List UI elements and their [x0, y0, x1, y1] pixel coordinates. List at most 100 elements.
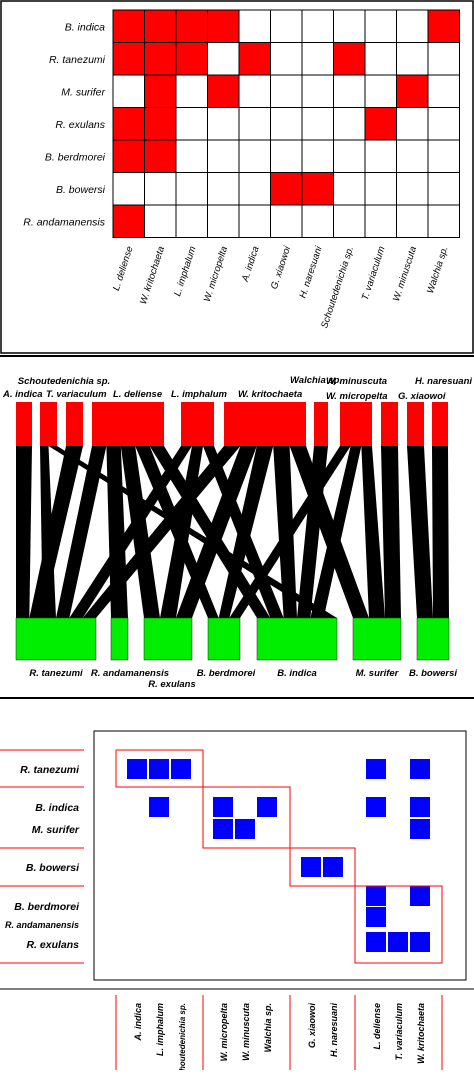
mite-label: W. micropelta	[326, 391, 388, 402]
matrix-cell	[238, 172, 271, 206]
column-label: G. xiaowoi	[269, 244, 293, 290]
matrix-cell	[175, 172, 208, 206]
column-label: H. naresuani	[329, 1003, 339, 1058]
row-label: B. berdmorei	[14, 901, 80, 913]
host-label: B. berdmorei	[197, 668, 256, 679]
matrix-cell	[207, 139, 240, 173]
matrix-cell	[427, 204, 460, 238]
matrix-cell	[144, 74, 177, 108]
row-label: R. exulans	[55, 119, 105, 131]
matrix-cell	[301, 42, 334, 76]
matrix-cell	[333, 9, 366, 43]
matrix-cell	[333, 139, 366, 173]
row-label: R. andamanensis	[23, 216, 105, 228]
module-cell	[300, 856, 322, 878]
row-label: B. bowersi	[56, 184, 106, 196]
panel-a: B. indica R. tanezumi M. surifer R. exulans…	[0, 0, 474, 355]
module-cell	[409, 885, 431, 907]
mite-node	[224, 402, 306, 446]
mite-node	[381, 402, 398, 446]
module-cell	[409, 818, 431, 840]
matrix-cell	[301, 204, 334, 238]
matrix-cell	[238, 42, 271, 76]
matrix-cell	[175, 74, 208, 108]
row-label: R. tanezumi	[20, 764, 80, 776]
column-label: L. imphalum	[155, 1003, 165, 1056]
matrix-cell	[396, 9, 429, 43]
matrix-cell	[364, 107, 397, 141]
column-label: L. deliense	[111, 245, 136, 292]
matrix-cell	[238, 74, 271, 108]
matrix-cell	[207, 42, 240, 76]
matrix-cell	[364, 42, 397, 76]
panel-b-network: Schoutedenichia sp. A. indica T. variaculu…	[2, 375, 472, 690]
matrix-cell	[175, 204, 208, 238]
matrix-cell	[207, 107, 240, 141]
matrix-cell	[112, 9, 145, 43]
network-link	[432, 446, 449, 618]
column-label: W. minuscuta	[391, 245, 419, 303]
module-cell	[256, 796, 278, 818]
matrix-cell	[396, 107, 429, 141]
column-label: W. micropelta	[202, 245, 230, 303]
mite-label: L. imphalum	[171, 389, 228, 400]
network-link	[381, 446, 401, 618]
mite-label: A. indica	[2, 389, 43, 400]
row-label: B. berdmorei	[45, 151, 106, 163]
network-link	[361, 446, 385, 618]
matrix-cell	[364, 74, 397, 108]
mite-label: Schoutedenichia sp.	[18, 376, 110, 387]
column-label: T. variaculum	[394, 1003, 404, 1060]
matrix-cell	[270, 139, 303, 173]
column-label: A. indica	[240, 245, 262, 284]
matrix-cell	[396, 42, 429, 76]
module-outline	[115, 749, 443, 964]
host-node	[256, 617, 338, 661]
column-label: H. naresuani	[297, 244, 324, 299]
module-cell	[365, 796, 387, 818]
column-label: T. variaculum	[360, 245, 388, 302]
host-node	[207, 617, 241, 661]
mite-node	[16, 402, 32, 446]
row-label: B. bowersi	[26, 862, 80, 874]
network-link	[69, 446, 192, 618]
row-label: B. indica	[35, 802, 79, 814]
matrix-cell	[270, 172, 303, 206]
matrix-cell	[301, 9, 334, 43]
column-label: W. micropelta	[219, 1003, 229, 1061]
matrix-cell	[175, 139, 208, 173]
matrix-cell	[333, 172, 366, 206]
column-label: A. indica	[133, 1003, 143, 1042]
matrix-cell	[396, 74, 429, 108]
matrix-cell	[112, 107, 145, 141]
panel-divider-1	[0, 355, 474, 357]
module-cell	[170, 758, 192, 780]
module-cell	[234, 818, 256, 840]
column-label: W. kritochaeta	[138, 245, 167, 306]
network-link	[176, 446, 257, 618]
matrix-cell	[112, 74, 145, 108]
mite-node	[432, 402, 448, 446]
matrix-cell	[427, 9, 460, 43]
module-cell	[212, 796, 234, 818]
matrix-cell	[364, 172, 397, 206]
mite-label: W. minuscuta	[326, 376, 387, 387]
column-label: W. minuscuta	[241, 1003, 251, 1061]
column-label: G. xiaowoi	[307, 1003, 317, 1049]
network-link	[310, 446, 362, 618]
module-cell	[148, 796, 170, 818]
matrix-cell	[175, 9, 208, 43]
matrix-cell	[396, 139, 429, 173]
matrix-cell	[144, 9, 177, 43]
matrix-cell	[301, 172, 334, 206]
module-cell	[365, 758, 387, 780]
host-node	[352, 617, 402, 661]
module-cell	[212, 818, 234, 840]
matrix-cell	[270, 74, 303, 108]
matrix-cell	[144, 42, 177, 76]
network-link	[40, 446, 56, 618]
mite-label: Walchia sp.	[290, 375, 342, 386]
matrix-cell	[112, 172, 145, 206]
matrix-cell	[112, 139, 145, 173]
panel-a-matrix: B. indica R. tanezumi M. surifer R. exulans…	[0, 0, 474, 354]
